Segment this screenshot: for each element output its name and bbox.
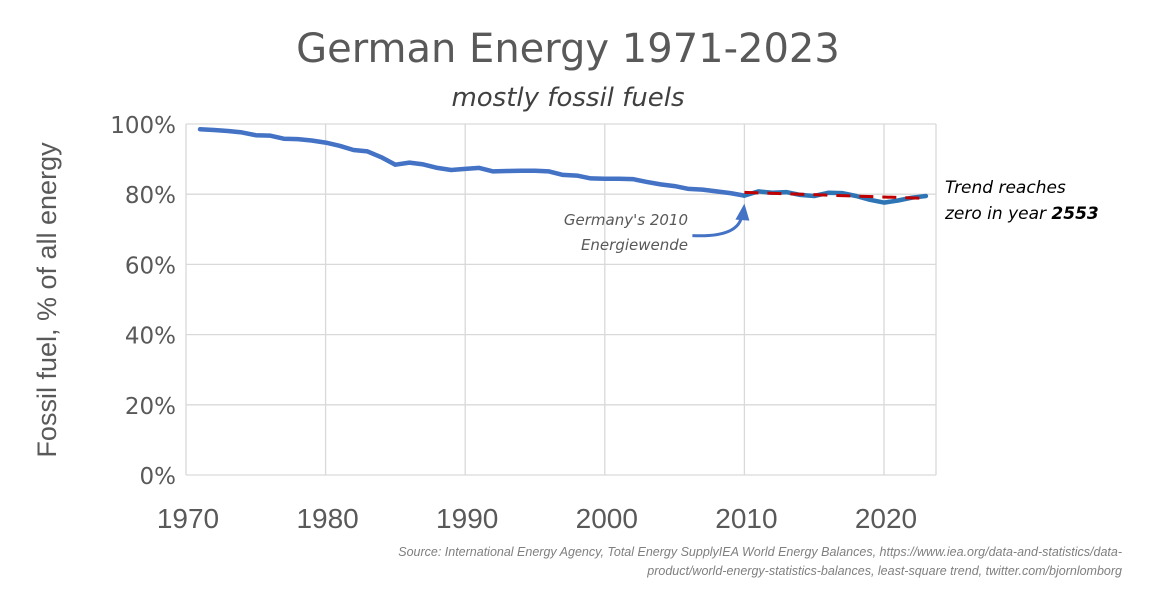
y-axis-ticks: 0% 20% 40% 60% 80% 100% bbox=[110, 113, 176, 490]
series-line-historical bbox=[197, 127, 747, 198]
chart-title: German Energy 1971-2023 bbox=[296, 26, 840, 72]
y-axis-label: Fossil fuel, % of all energy bbox=[32, 142, 62, 458]
y-tick-label: 40% bbox=[125, 324, 176, 350]
y-tick-label: 0% bbox=[140, 464, 177, 490]
y-tick-label: 80% bbox=[125, 183, 176, 209]
trend-annotation: Trend reaches zero in year 2553 bbox=[944, 178, 1099, 224]
x-tick-label: 1990 bbox=[436, 503, 498, 534]
y-tick-label: 60% bbox=[125, 253, 176, 279]
trend-annotation-line2-prefix: zero in year bbox=[944, 204, 1051, 224]
x-tick-label: 2000 bbox=[576, 503, 638, 534]
chart-subtitle: mostly fossil fuels bbox=[451, 83, 684, 113]
trend-zero-year: 2553 bbox=[1051, 204, 1098, 224]
arrowhead-icon bbox=[735, 203, 750, 221]
y-tick-label: 100% bbox=[110, 113, 176, 139]
energiewende-annotation-line1: Germany's 2010 bbox=[564, 211, 688, 229]
trend-annotation-line2: zero in year 2553 bbox=[944, 204, 1099, 224]
series-layer bbox=[197, 127, 929, 205]
energiewende-annotation: Germany's 2010 Energiewende bbox=[564, 203, 750, 254]
x-tick-label: 2010 bbox=[715, 503, 777, 534]
y-tick-label: 20% bbox=[125, 394, 176, 420]
gridlines bbox=[185, 123, 937, 476]
x-axis-ticks: 1970 1980 1990 2000 2010 2020 bbox=[157, 503, 917, 534]
energiewende-arrow-icon bbox=[692, 217, 743, 238]
x-tick-label: 1980 bbox=[296, 503, 358, 534]
trend-annotation-line1: Trend reaches bbox=[945, 178, 1066, 198]
source-line-2: product/world-energy-statistics-balances… bbox=[646, 564, 1122, 578]
x-tick-label: 2020 bbox=[855, 503, 917, 534]
energiewende-annotation-line2: Energiewende bbox=[581, 236, 688, 254]
series-line-trend bbox=[744, 190, 926, 200]
x-tick-label: 1970 bbox=[157, 503, 219, 534]
source-line-1: Source: International Energy Agency, Tot… bbox=[398, 545, 1122, 559]
